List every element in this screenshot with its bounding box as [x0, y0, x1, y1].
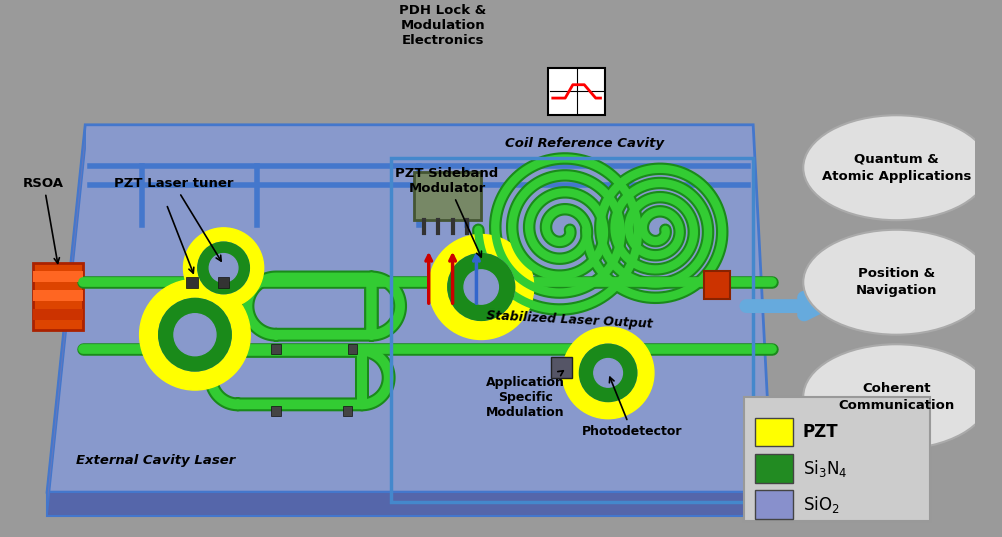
Ellipse shape — [804, 115, 989, 220]
Bar — [551, 357, 572, 378]
Text: RSOA: RSOA — [23, 177, 64, 263]
Circle shape — [429, 235, 534, 339]
Bar — [33, 309, 83, 321]
Circle shape — [448, 253, 515, 321]
Circle shape — [174, 314, 216, 355]
Text: PZT Laser tuner: PZT Laser tuner — [114, 177, 233, 261]
Text: Application
Specific
Modulation: Application Specific Modulation — [486, 371, 565, 419]
Text: Quantum &
Atomic Applications: Quantum & Atomic Applications — [822, 153, 971, 183]
Bar — [348, 344, 357, 354]
Bar — [272, 407, 281, 416]
Text: Coherent
Communication: Coherent Communication — [838, 382, 955, 412]
Bar — [186, 277, 197, 288]
Bar — [756, 490, 794, 519]
Polygon shape — [47, 492, 773, 516]
Text: Photodetector: Photodetector — [581, 377, 682, 438]
Text: Position &
Navigation: Position & Navigation — [856, 267, 937, 297]
Text: $\mathrm{SiO_2}$: $\mathrm{SiO_2}$ — [803, 494, 840, 515]
Bar — [391, 158, 754, 502]
Ellipse shape — [804, 230, 989, 335]
Text: External Cavity Laser: External Cavity Laser — [76, 454, 234, 467]
Text: $\mathrm{Si_3N_4}$: $\mathrm{Si_3N_4}$ — [803, 458, 848, 479]
Circle shape — [158, 299, 231, 371]
Circle shape — [139, 279, 250, 390]
Bar — [756, 418, 794, 446]
Circle shape — [158, 299, 231, 371]
Bar — [743, 397, 930, 521]
Polygon shape — [47, 125, 85, 516]
Bar — [703, 271, 730, 300]
Text: Stabilized Laser Output: Stabilized Laser Output — [486, 309, 653, 331]
Bar — [217, 277, 229, 288]
Circle shape — [562, 327, 654, 419]
Text: PZT: PZT — [803, 423, 839, 441]
Text: PZT Sideband
Modulator: PZT Sideband Modulator — [396, 166, 499, 257]
Bar — [33, 290, 83, 301]
Circle shape — [594, 359, 622, 387]
Circle shape — [197, 242, 249, 294]
Bar — [343, 407, 353, 416]
Circle shape — [579, 344, 636, 402]
Circle shape — [448, 253, 515, 321]
Circle shape — [197, 242, 249, 294]
Circle shape — [464, 270, 498, 304]
Bar — [33, 271, 83, 282]
Bar — [756, 454, 794, 483]
Polygon shape — [47, 125, 773, 492]
Bar — [548, 68, 605, 115]
Text: PDH Lock &
Modulation
Electronics: PDH Lock & Modulation Electronics — [400, 4, 487, 47]
Bar — [272, 344, 281, 354]
Ellipse shape — [804, 344, 989, 449]
Circle shape — [183, 228, 264, 308]
Text: Coil Reference Cavity: Coil Reference Cavity — [505, 137, 664, 150]
Circle shape — [209, 253, 237, 282]
Circle shape — [579, 344, 636, 402]
Bar — [415, 172, 481, 220]
Polygon shape — [33, 263, 83, 330]
